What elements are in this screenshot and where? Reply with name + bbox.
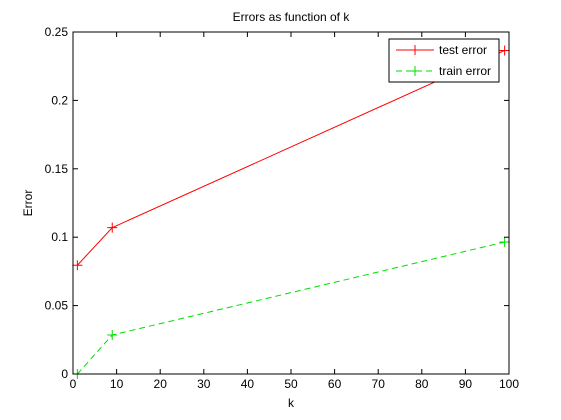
y-tick-label: 0.1 (51, 230, 68, 244)
x-tick-label: 30 (197, 377, 211, 391)
y-tick-label: 0.2 (51, 93, 68, 107)
y-axis-label: Error (21, 190, 35, 217)
y-tick-label: 0 (61, 367, 68, 381)
data-point-test-error (72, 260, 83, 271)
y-tick-label: 0.15 (45, 162, 69, 176)
x-tick-label: 90 (459, 377, 473, 391)
legend-label-train-error: train error (439, 64, 491, 78)
x-tick-label: 10 (110, 377, 124, 391)
legend: test error train error (388, 38, 500, 83)
data-point-test-error (499, 45, 510, 56)
legend-marker-train-error (410, 66, 420, 76)
legend-box (388, 38, 500, 83)
x-tick-label: 50 (284, 377, 298, 391)
chart-title: Errors as function of k (233, 10, 351, 24)
x-tick-label: 80 (415, 377, 429, 391)
legend-marker-test-error (410, 45, 420, 55)
x-tick-label: 100 (499, 377, 519, 391)
x-tick-label: 0 (70, 377, 77, 391)
x-tick-label: 20 (154, 377, 168, 391)
plot-area (73, 32, 509, 374)
x-ticks: 0 10 20 30 40 50 60 70 80 90 100 (70, 32, 519, 391)
data-point-train-error (107, 330, 118, 341)
data-point-test-error (107, 222, 118, 233)
data-point-train-error (499, 236, 510, 247)
legend-label-test-error: test error (439, 43, 487, 57)
y-ticks: 0 0.05 0.1 0.15 0.2 0.25 (45, 25, 509, 381)
x-tick-label: 40 (241, 377, 255, 391)
y-tick-label: 0.05 (45, 299, 69, 313)
x-tick-label: 70 (372, 377, 386, 391)
y-tick-label: 0.25 (45, 25, 69, 39)
x-axis-label: k (288, 396, 295, 410)
x-tick-label: 60 (328, 377, 342, 391)
